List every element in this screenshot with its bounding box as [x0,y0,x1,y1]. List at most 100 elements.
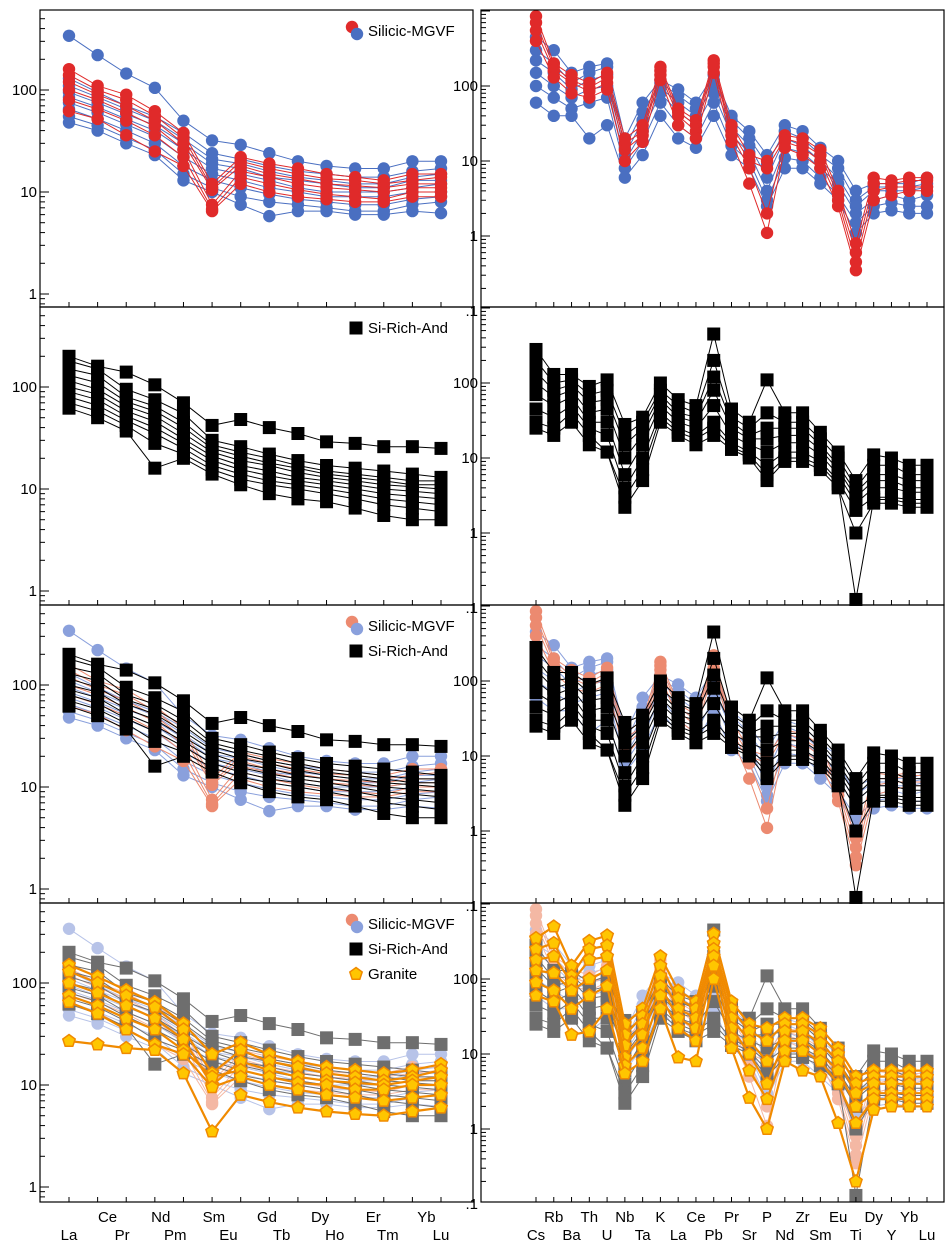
x-tick-label: Th [581,1209,599,1226]
si-rich-and-point [377,738,391,752]
silicic-red-point [529,917,543,930]
x-tick-label: Nd [151,1209,170,1226]
y-tick-label: 10 [20,779,37,796]
granite-point [706,971,721,986]
silicic-blue-point [849,216,863,229]
granite-point [884,1098,899,1113]
si-rich-and-point [796,451,810,465]
si-rich-and-point [434,513,448,527]
y-tick-label: 10 [461,748,478,765]
silicic-blue-point [547,109,560,123]
si-rich-and-point [778,749,792,763]
silicic-blue-point [600,119,614,132]
silicic-red-point [867,184,880,198]
x-tick-label: Yb [900,1209,918,1226]
silicic-red-point [743,177,756,190]
granite-point [119,1022,134,1036]
panel-r1-c2: .1 1 10 100 [453,9,945,320]
si-rich-and-point [262,1017,276,1031]
silicic-red-point [671,109,685,123]
x-tick-label: Nd [775,1227,794,1244]
silicic-blue-point [263,195,276,209]
granite-point [760,1091,775,1106]
silicic-blue-point [148,81,162,95]
silicic-red-point [205,778,219,792]
si-rich-and-point [902,794,916,808]
y-tick-label: 1 [470,1121,478,1138]
silicic-red-point [377,195,390,209]
granite-point [582,1023,597,1038]
silicic-blue-point [885,204,898,217]
y-tick-label: 1 [470,228,478,245]
y-tick-label: 10 [461,450,478,467]
silicic-blue-point [636,96,649,109]
silicic-red-point [831,199,845,213]
silicic-red-point [205,204,219,218]
granite-point [546,994,561,1008]
y-tick-label: 1 [29,286,37,303]
si-rich-and-point [291,492,305,506]
silicic-red-point [291,190,305,203]
granite-point [90,985,105,999]
y-tick-label: 10 [20,1077,37,1094]
granite-point [205,1046,220,1061]
legend-marker [350,920,364,934]
silicic-blue-point [406,204,419,218]
si-rich-and-point [600,428,614,442]
si-rich-and-point [689,730,703,744]
panel-frame [480,902,945,1203]
si-rich-and-point [600,445,614,459]
si-rich-and-point [636,772,650,786]
si-rich-and-point [582,693,596,707]
x-tick-label: La [61,1227,78,1244]
si-rich-and-point [618,490,632,504]
si-rich-and-point [62,699,76,713]
x-tick-label: Dy [865,1209,884,1226]
x-tick-label: Nb [615,1209,634,1226]
si-rich-and-point [405,440,419,454]
si-rich-and-point [148,725,162,739]
si-rich-and-point [849,824,863,838]
granite-point [866,1102,881,1116]
granite-point [795,1063,810,1077]
y-tick-label: 1 [29,881,37,898]
granite-point [233,1087,248,1101]
si-rich-and-point [671,425,685,439]
si-rich-and-point [742,746,756,760]
legend-label: Silicic-MGVF [368,916,455,933]
silicic-red-point [263,185,276,199]
granite-point [90,1036,105,1051]
si-rich-and-point [849,503,863,517]
si-rich-and-point [119,365,133,379]
granite-point [742,1063,757,1077]
y-tick-label: 100 [453,375,478,392]
si-rich-and-point [902,496,916,510]
granite-point [205,1124,220,1138]
silicic-red-point [654,73,667,87]
si-rich-and-point [205,716,219,730]
si-rich-and-point [91,411,105,425]
panel-r3-c1: 1 10 100 Silicic-MGVF Si-Rich-And [12,604,474,904]
si-rich-and-point [760,969,774,983]
x-tick-label: Ce [686,1209,705,1226]
granite-point [546,919,561,933]
granite-point [147,1022,162,1036]
si-rich-and-point [849,890,863,904]
si-rich-and-point [148,378,162,392]
silicic-red-point [62,83,76,97]
si-rich-and-point [176,992,190,1006]
silicic-blue-point [348,208,362,221]
si-rich-and-point [760,766,774,780]
x-tick-label: Y [886,1227,896,1244]
granite-point [688,1053,703,1068]
silicic-red-point [177,159,190,173]
si-rich-and-point [636,1070,650,1084]
si-rich-and-point [778,451,792,465]
silicic-red-point [205,1097,219,1111]
y-tick-label: 10 [461,153,478,170]
si-rich-and-point [377,440,391,454]
si-rich-and-point [636,438,650,452]
silicic-blue-point [814,772,827,785]
silicic-blue-point [814,177,827,190]
si-rich-and-point [636,736,650,750]
